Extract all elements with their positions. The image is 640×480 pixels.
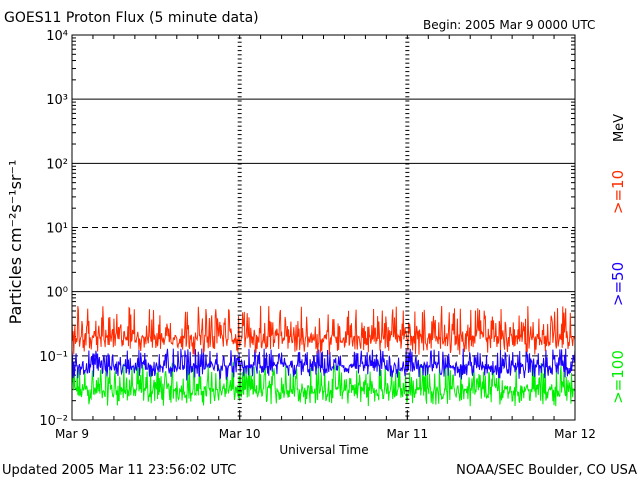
y-tick-label: 10⁻¹ [39,350,68,365]
series-line-0 [71,305,576,355]
y-axis-label: Particles cm⁻²s⁻¹sr⁻¹ [6,160,25,325]
series-layer [71,305,576,407]
x-tick-label: Mar 11 [386,427,428,441]
series-line-1 [71,348,576,381]
y-tick-label: 10² [46,157,68,172]
legend-series-ge100: >=100 [609,350,627,404]
day-ticks [71,35,576,420]
unit-label: MeV [612,114,627,142]
y-tick-label: 10¹ [46,222,68,237]
x-tick-label: Mar 12 [554,427,596,441]
plot-frame [71,34,576,421]
chart-title: GOES11 Proton Flux (5 minute data) [4,10,259,26]
legend-series-ge10: >=10 [609,170,627,214]
grid-lines [72,37,575,402]
x-tick-label: Mar 10 [219,427,261,441]
begin-label: Begin: 2005 Mar 9 0000 UTC [423,18,595,32]
series-line-2 [71,362,576,407]
y-tick-label: 10⁰ [46,286,68,301]
y-axis-labels: 10⁻² 10⁻¹ 10⁰ 10¹ 10² 10³ 10⁴ [39,29,68,429]
updated-timestamp: Updated 2005 Mar 11 23:56:02 UTC [2,463,236,478]
y-tick-label: 10⁴ [46,29,68,44]
y-tick-label: 10⁻² [39,414,68,429]
legend-series-ge50: >=50 [609,262,627,306]
y-tick-label: 10³ [46,93,68,108]
x-axis-labels: Mar 9 Mar 10 Mar 11 Mar 12 [55,427,596,441]
x-axis-label: Universal Time [279,443,368,457]
credit-label: NOAA/SEC Boulder, CO USA [456,463,637,478]
x-tick-label: Mar 9 [55,427,89,441]
